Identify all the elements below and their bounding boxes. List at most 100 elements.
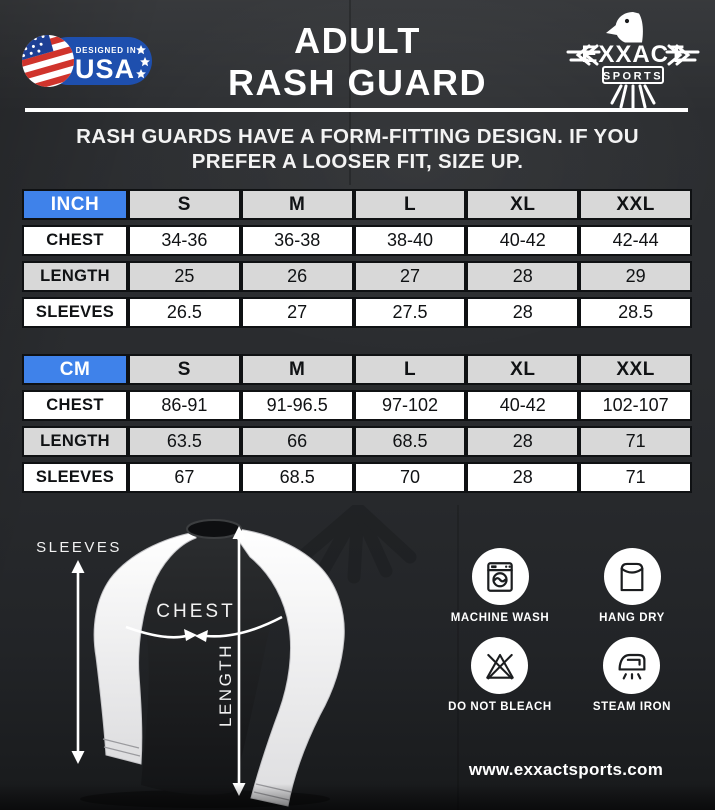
size-value: 29 bbox=[579, 261, 692, 292]
logo-brand-label: EXXACT bbox=[581, 41, 684, 68]
row-label: LENGTH bbox=[22, 426, 128, 457]
size-value: 70 bbox=[353, 462, 467, 493]
row-label: CHEST bbox=[22, 390, 128, 421]
size-column-header: XXL bbox=[579, 189, 692, 220]
care-icons-grid: MACHINE WASH HANG DRY bbox=[438, 548, 694, 713]
size-column-header: S bbox=[128, 189, 241, 220]
size-value: 40-42 bbox=[466, 225, 580, 256]
size-value: 40-42 bbox=[466, 390, 580, 421]
sleeves-measure-label: SLEEVES bbox=[36, 539, 122, 556]
row-label: CHEST bbox=[22, 225, 128, 256]
machine-wash-icon bbox=[471, 548, 529, 605]
designed-in-usa-badge: DESIGNED IN USA bbox=[22, 35, 152, 87]
size-value: 68.5 bbox=[240, 462, 354, 493]
size-value: 71 bbox=[579, 462, 692, 493]
row-label: SLEEVES bbox=[22, 297, 128, 328]
size-value: 67 bbox=[128, 462, 241, 493]
size-value: 102-107 bbox=[579, 390, 692, 421]
size-value: 97-102 bbox=[353, 390, 467, 421]
size-value: 42-44 bbox=[579, 225, 692, 256]
size-value: 28 bbox=[466, 297, 580, 328]
exxact-sports-logo: EXXACT SPORTS bbox=[566, 12, 700, 111]
size-column-header: XL bbox=[466, 354, 580, 385]
size-value: 91-96.5 bbox=[240, 390, 354, 421]
eagle-head-icon bbox=[606, 12, 643, 43]
size-column-header: XL bbox=[466, 189, 580, 220]
size-value: 28.5 bbox=[579, 297, 692, 328]
care-item-steam-iron: STEAM IRON bbox=[593, 637, 671, 713]
steam-iron-icon bbox=[603, 637, 661, 694]
length-measure-label: LENGTH bbox=[216, 643, 235, 727]
logo-wings-icon bbox=[566, 44, 700, 66]
size-value: 28 bbox=[466, 261, 580, 292]
page-title-line1: ADULT bbox=[294, 20, 421, 61]
care-label: DO NOT BLEACH bbox=[448, 701, 552, 713]
table-header-row: INCH S M L XL XXL bbox=[22, 189, 692, 220]
wall-seam-line bbox=[349, 0, 351, 185]
hang-dry-icon bbox=[603, 548, 661, 605]
table-row: CHEST 34-36 36-38 38-40 40-42 42-44 bbox=[22, 225, 692, 256]
chest-measure-label: CHEST bbox=[156, 601, 235, 622]
badge-stars-icon bbox=[136, 45, 150, 79]
row-label: SLEEVES bbox=[22, 462, 128, 493]
care-label: STEAM IRON bbox=[592, 701, 672, 713]
unit-header-inch: INCH bbox=[22, 189, 128, 220]
care-item-machine-wash: MACHINE WASH bbox=[451, 548, 550, 624]
care-label: HANG DRY bbox=[599, 612, 665, 624]
background-watermark bbox=[295, 505, 417, 584]
size-value: 86-91 bbox=[128, 390, 241, 421]
size-value: 27 bbox=[240, 297, 354, 328]
size-value: 71 bbox=[579, 426, 692, 457]
fit-note-line1: RASH GUARDS HAVE A FORM-FITTING DESIGN. … bbox=[76, 125, 639, 148]
measurement-diagram: SLEEVES CHEST LENGTH bbox=[36, 505, 417, 808]
size-value: 25 bbox=[128, 261, 241, 292]
fit-note: RASH GUARDS HAVE A FORM-FITTING DESIGN. … bbox=[20, 124, 695, 174]
table-row: LENGTH 63.5 66 68.5 28 71 bbox=[22, 426, 692, 457]
size-value: 63.5 bbox=[128, 426, 241, 457]
size-value: 27.5 bbox=[353, 297, 467, 328]
size-value: 26.5 bbox=[128, 297, 241, 328]
page-title-line2: RASH GUARD bbox=[227, 62, 487, 104]
page-title: ADULT RASH GUARD bbox=[0, 20, 715, 104]
floor-shadow bbox=[0, 784, 715, 810]
table-row: CHEST 86-91 91-96.5 97-102 40-42 102-107 bbox=[22, 390, 692, 421]
table-row: SLEEVES 26.5 27 27.5 28 28.5 bbox=[22, 297, 692, 328]
cm-size-table: CM S M L XL XXL CHEST 86-91 91-96.5 97-102 40-42 10… bbox=[22, 349, 692, 498]
size-column-header: S bbox=[128, 354, 241, 385]
badge-designed-in-label: DESIGNED IN bbox=[76, 46, 137, 55]
size-column-header: L bbox=[353, 354, 467, 385]
size-column-header: M bbox=[240, 189, 354, 220]
wall-seam-line bbox=[457, 505, 459, 810]
size-value: 36-38 bbox=[240, 225, 354, 256]
eagle-tail-icon bbox=[610, 84, 656, 111]
measurement-arrows bbox=[76, 538, 283, 784]
logo-sub-label: SPORTS bbox=[603, 71, 663, 83]
care-label: MACHINE WASH bbox=[450, 612, 550, 624]
website-url: www.exxactsports.com bbox=[468, 760, 664, 779]
do-not-bleach-icon bbox=[471, 637, 529, 694]
size-column-header: XXL bbox=[579, 354, 692, 385]
shirt-collar bbox=[186, 519, 242, 539]
header-divider bbox=[25, 108, 688, 112]
row-label: LENGTH bbox=[22, 261, 128, 292]
size-value: 68.5 bbox=[353, 426, 467, 457]
fit-note-line2: PREFER A LOOSER FIT, SIZE UP. bbox=[191, 150, 524, 173]
size-value: 28 bbox=[466, 462, 580, 493]
size-value: 27 bbox=[353, 261, 467, 292]
badge-usa-label: USA bbox=[75, 54, 135, 84]
unit-header-cm: CM bbox=[22, 354, 128, 385]
size-column-header: M bbox=[240, 354, 354, 385]
size-value: 34-36 bbox=[128, 225, 241, 256]
size-value: 38-40 bbox=[353, 225, 467, 256]
size-value: 28 bbox=[466, 426, 580, 457]
table-row: LENGTH 25 26 27 28 29 bbox=[22, 261, 692, 292]
table-header-row: CM S M L XL XXL bbox=[22, 354, 692, 385]
inch-size-table: INCH S M L XL XXL CHEST 34-36 36-38 38-40 40-42 42-… bbox=[22, 184, 692, 333]
size-value: 26 bbox=[240, 261, 354, 292]
size-value: 66 bbox=[240, 426, 354, 457]
care-item-do-not-bleach: DO NOT BLEACH bbox=[448, 637, 552, 713]
table-row: SLEEVES 67 68.5 70 28 71 bbox=[22, 462, 692, 493]
care-item-hang-dry: HANG DRY bbox=[599, 548, 665, 624]
rash-guard-image bbox=[93, 519, 345, 807]
